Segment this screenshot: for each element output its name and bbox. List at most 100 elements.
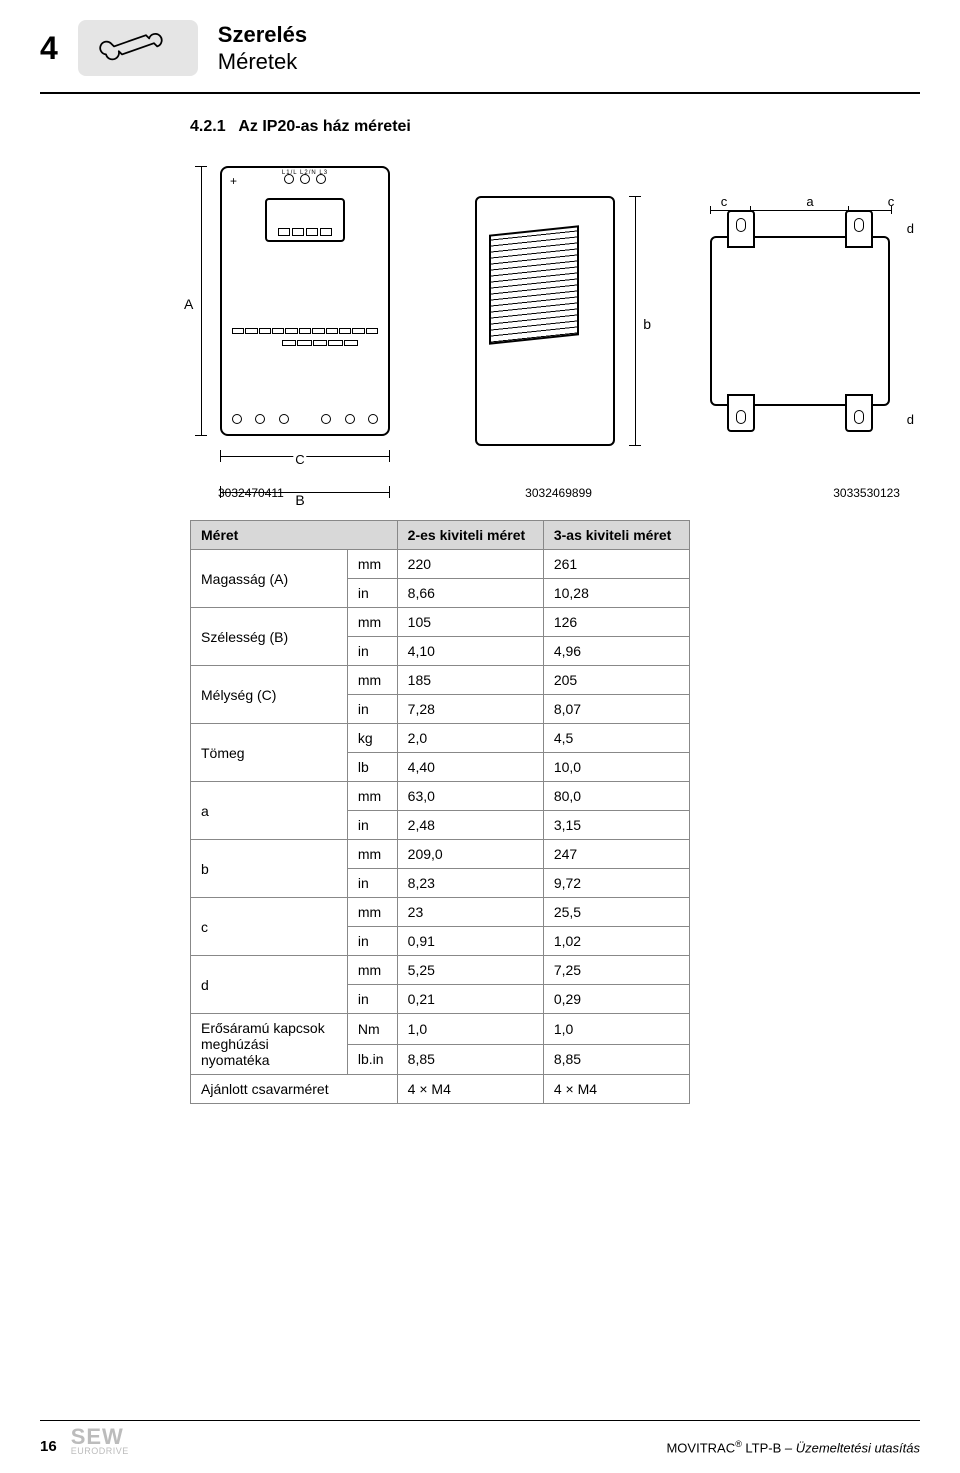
cell-unit: Nm: [347, 1014, 397, 1045]
dim-label-b-small: b: [643, 316, 651, 332]
cell-unit: in: [347, 927, 397, 956]
table-row: Tömegkg2,04,5: [191, 724, 690, 753]
cell-size3: 8,85: [543, 1044, 689, 1075]
mount-ear-bl: [727, 394, 755, 432]
logo-sub: EURODRIVE: [71, 1447, 129, 1455]
cell-unit: mm: [347, 550, 397, 579]
dim-label-a: A: [184, 296, 193, 312]
cell-label: Tömeg: [191, 724, 348, 782]
cell-size3: 0,29: [543, 985, 689, 1014]
cell-size2: 185: [397, 666, 543, 695]
mount-ear-tl: [727, 210, 755, 248]
cell-unit: mm: [347, 956, 397, 985]
header-rule: [40, 92, 920, 94]
cell-size3: 25,5: [543, 898, 689, 927]
dim-line-b-small: [629, 196, 641, 446]
cell-size3: 10,0: [543, 753, 689, 782]
cell-size2: 0,21: [397, 985, 543, 1014]
cell-label: Szélesség (B): [191, 608, 348, 666]
mount-ear-tr: [845, 210, 873, 248]
cell-size3: 261: [543, 550, 689, 579]
cell-size3: 4,5: [543, 724, 689, 753]
table-row: amm63,080,0: [191, 782, 690, 811]
top-view: c a c d d: [710, 176, 900, 476]
cell-size3: 7,25: [543, 956, 689, 985]
cell-unit: mm: [347, 608, 397, 637]
cell-label: Mélység (C): [191, 666, 348, 724]
cell-label: a: [191, 782, 348, 840]
cell-size2: 8,23: [397, 869, 543, 898]
footer-product: MOVITRAC: [666, 1440, 735, 1455]
side-view: b: [475, 176, 645, 476]
fig-no-top: 3033530123: [833, 486, 900, 500]
cell-size3: 8,07: [543, 695, 689, 724]
dim-c-left: c: [710, 194, 738, 209]
reg-mark: ®: [735, 1439, 742, 1449]
terminal-row-1: [232, 328, 378, 334]
cell-size2: 7,28: [397, 695, 543, 724]
cell-size2: 4,40: [397, 753, 543, 782]
table-row: dmm5,257,25: [191, 956, 690, 985]
cell-label: c: [191, 898, 348, 956]
cell-unit: in: [347, 695, 397, 724]
cell-size3: 4 × M4: [543, 1075, 689, 1104]
page-number: 16: [40, 1438, 57, 1455]
th-param: Méret: [191, 521, 398, 550]
table-row: Ajánlott csavarméret4 × M44 × M4: [191, 1075, 690, 1104]
cell-unit: mm: [347, 840, 397, 869]
cell-size2: 4 × M4: [397, 1075, 543, 1104]
table-row: Szélesség (B)mm105126: [191, 608, 690, 637]
dim-line-a: [195, 166, 207, 436]
table-body: Magasság (A)mm220261in8,6610,28Szélesség…: [191, 550, 690, 1104]
cell-size3: 3,15: [543, 811, 689, 840]
title-sub: Méretek: [218, 48, 307, 76]
cell-unit: lb: [347, 753, 397, 782]
mount-ear-br: [845, 394, 873, 432]
logo-main: SEW: [71, 1427, 129, 1447]
top-view-column: c a c d d: [710, 176, 900, 476]
cell-label: Magasság (A): [191, 550, 348, 608]
cell-label: Erősáramú kapcsok meghúzási nyomatéka: [191, 1014, 348, 1075]
cell-size2: 23: [397, 898, 543, 927]
table-row: Mélység (C)mm185205: [191, 666, 690, 695]
front-enclosure: + L1/L L2/N L3: [220, 166, 390, 436]
side-enclosure: [475, 196, 615, 446]
cell-size2: 4,10: [397, 637, 543, 666]
terminal-row-2: [282, 340, 358, 348]
cell-label: d: [191, 956, 348, 1014]
table-row: bmm209,0247: [191, 840, 690, 869]
dim-d-bottom: d: [907, 412, 914, 427]
cell-unit: mm: [347, 898, 397, 927]
section-title: 4.2.1 Az IP20-as ház méretei: [190, 118, 920, 136]
dim-line-b: [220, 486, 390, 498]
cell-size2: 1,0: [397, 1014, 543, 1045]
fig-no-side: 3032469899: [525, 486, 592, 500]
sew-logo: SEW EURODRIVE: [71, 1427, 129, 1455]
dim-c-right: c: [877, 194, 905, 209]
cell-size2: 105: [397, 608, 543, 637]
cell-size3: 4,96: [543, 637, 689, 666]
cell-unit: in: [347, 579, 397, 608]
section-heading: Az IP20-as ház méretei: [238, 118, 411, 135]
socket-labels: L1/L L2/N L3: [282, 170, 328, 176]
title-block: Szerelés Méretek: [218, 21, 307, 76]
display-panel: [265, 198, 345, 242]
dim-a: a: [768, 194, 852, 209]
vent-grille: [489, 225, 579, 344]
title-main: Szerelés: [218, 21, 307, 49]
cell-size2: 0,91: [397, 927, 543, 956]
cell-unit: in: [347, 985, 397, 1014]
footer-suffix: – Üzemeltetési utasítás: [785, 1440, 920, 1455]
cell-size3: 9,72: [543, 869, 689, 898]
chapter-number: 4: [40, 30, 58, 67]
dimensions-table: Méret 2-es kiviteli méret 3-as kiviteli …: [190, 520, 690, 1104]
cell-label: Ajánlott csavarméret: [191, 1075, 398, 1104]
cell-size3: 1,0: [543, 1014, 689, 1045]
footer-right: MOVITRAC® LTP-B – Üzemeltetési utasítás: [666, 1439, 920, 1455]
dim-label-c-upper: C: [293, 452, 306, 467]
cell-size3: 126: [543, 608, 689, 637]
dim-label-b-upper: B: [295, 492, 304, 508]
dim-d-top: d: [907, 221, 914, 236]
cell-unit: lb.in: [347, 1044, 397, 1075]
wrench-icon: [78, 20, 198, 76]
